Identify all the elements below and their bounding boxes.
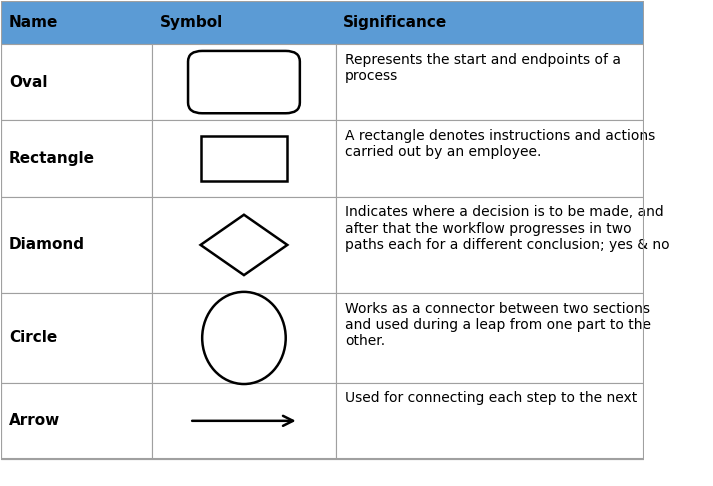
FancyBboxPatch shape	[336, 382, 644, 459]
FancyBboxPatch shape	[1, 120, 153, 197]
FancyBboxPatch shape	[336, 120, 644, 197]
FancyBboxPatch shape	[1, 197, 153, 293]
Text: Name: Name	[9, 15, 58, 30]
Text: Arrow: Arrow	[9, 413, 61, 428]
Text: Works as a connector between two sections
and used during a leap from one part t: Works as a connector between two section…	[345, 302, 651, 348]
FancyBboxPatch shape	[1, 1, 644, 44]
Ellipse shape	[202, 292, 286, 384]
Text: Represents the start and endpoints of a
process: Represents the start and endpoints of a …	[345, 52, 621, 83]
Bar	[200, 136, 287, 181]
FancyBboxPatch shape	[1, 382, 153, 459]
FancyBboxPatch shape	[153, 44, 336, 120]
FancyBboxPatch shape	[153, 197, 336, 293]
Text: Symbol: Symbol	[160, 15, 223, 30]
FancyBboxPatch shape	[153, 120, 336, 197]
FancyBboxPatch shape	[188, 51, 300, 113]
Text: Rectangle: Rectangle	[9, 151, 95, 166]
Text: Oval: Oval	[9, 74, 48, 89]
Text: Diamond: Diamond	[9, 238, 85, 252]
Text: Significance: Significance	[343, 15, 448, 30]
FancyBboxPatch shape	[336, 293, 644, 382]
FancyBboxPatch shape	[153, 382, 336, 459]
Text: Circle: Circle	[9, 330, 57, 346]
Text: A rectangle denotes instructions and actions
carried out by an employee.: A rectangle denotes instructions and act…	[345, 129, 655, 159]
FancyBboxPatch shape	[1, 293, 153, 382]
FancyBboxPatch shape	[336, 197, 644, 293]
FancyBboxPatch shape	[1, 44, 153, 120]
Polygon shape	[200, 215, 287, 275]
Text: Indicates where a decision is to be made, and
after that the workflow progresses: Indicates where a decision is to be made…	[345, 205, 670, 252]
Text: Used for connecting each step to the next: Used for connecting each step to the nex…	[345, 391, 637, 405]
FancyBboxPatch shape	[336, 44, 644, 120]
FancyBboxPatch shape	[153, 293, 336, 382]
